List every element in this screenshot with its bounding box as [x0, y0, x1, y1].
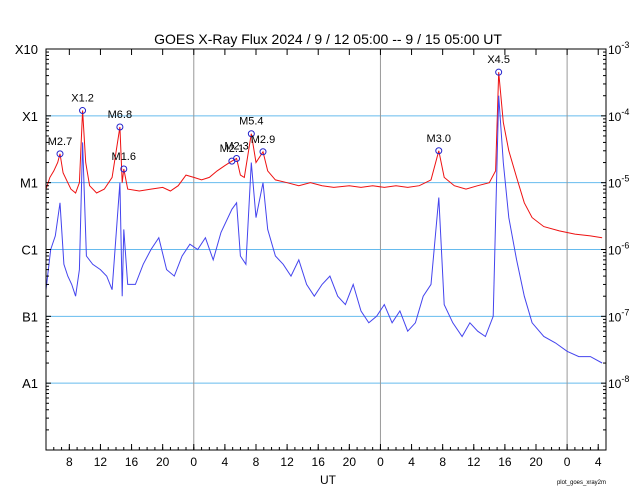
flare-marker	[56, 150, 64, 158]
flare-label: X4.5	[487, 54, 510, 66]
chart-title: GOES X-Ray Flux 2024 / 9 / 12 05:00 -- 9…	[154, 31, 502, 47]
x-tick-label: 20	[156, 455, 170, 469]
y-right-label: 10-6	[608, 241, 629, 258]
flare-label: M5.4	[239, 116, 263, 128]
y-right-label: 10-8	[608, 374, 629, 391]
footer-note: plot_goes_xray2m	[557, 480, 606, 486]
flare-marker	[116, 123, 124, 131]
x-tick-label: 12	[94, 455, 108, 469]
y-class-label: B1	[22, 309, 38, 324]
x-tick-label: 12	[280, 455, 294, 469]
x-tick-label: 0	[190, 455, 197, 469]
y-right-label-exponent: -7	[621, 307, 629, 317]
x-tick-label: 20	[529, 455, 543, 469]
x-tick-label: 8	[439, 455, 446, 469]
y-right-label-exponent: -3	[621, 40, 629, 50]
y-right-label: 10-3	[608, 40, 629, 57]
y-class-label: X1	[22, 109, 38, 124]
flare-marker	[120, 165, 128, 173]
x-tick-label: 16	[125, 455, 139, 469]
chart-axes: X10 X1 M1 C1 B1 A1 10-3 10-4 10-5 10-6 10-7 10-8 8 12…	[15, 40, 630, 469]
flare-label: M2.1	[220, 143, 244, 155]
y-right-label-exponent: -4	[621, 107, 629, 117]
flare-marker	[79, 107, 87, 115]
flare-label: M2.7	[48, 136, 72, 148]
flux-series-line	[45, 72, 603, 239]
y-right-label: 10-5	[608, 174, 629, 191]
flare-markers: M2.7 X1.2 M6.8 M1.6 M2.1M2.3 M5.4 M2.9 M3.0 X4.5	[48, 54, 510, 173]
x-tick-label: 4	[408, 455, 415, 469]
flare-label: M2.9	[251, 134, 275, 146]
flare-marker	[247, 130, 255, 138]
y-right-label: 10-7	[608, 307, 629, 324]
y-class-label: M1	[20, 176, 38, 191]
x-tick-label: 8	[66, 455, 73, 469]
y-right-label-exponent: -8	[621, 374, 629, 384]
flare-marker	[233, 154, 241, 162]
y-class-label: X10	[15, 42, 38, 57]
y-right-label: 10-4	[608, 107, 629, 124]
x-tick-label: 0	[564, 455, 571, 469]
flare-marker	[495, 68, 503, 76]
x-tick-label: 0	[377, 455, 384, 469]
flare-marker	[435, 147, 443, 155]
x-tick-label: 16	[312, 455, 326, 469]
flare-label: M2.3	[224, 140, 248, 152]
x-tick-label: 20	[343, 455, 357, 469]
x-tick-label: 12	[467, 455, 481, 469]
flux-series	[45, 72, 603, 364]
y-right-label-exponent: -6	[621, 241, 629, 251]
flux-series-line	[45, 95, 603, 364]
y-class-label: C1	[21, 243, 38, 258]
flare-label: M1.6	[112, 151, 136, 163]
y-right-label-exponent: -5	[621, 174, 629, 184]
grid-lines	[46, 49, 606, 450]
flare-marker	[259, 148, 267, 156]
x-tick-label: 4	[222, 455, 229, 469]
flare-label: M3.0	[427, 133, 451, 145]
flare-label: M6.8	[108, 109, 132, 121]
flare-label: X1.2	[71, 93, 94, 105]
x-tick-label: 4	[595, 455, 602, 469]
x-tick-label: 8	[253, 455, 260, 469]
x-axis-title: UT	[320, 473, 337, 487]
y-class-label: A1	[22, 376, 38, 391]
x-tick-label: 16	[498, 455, 512, 469]
